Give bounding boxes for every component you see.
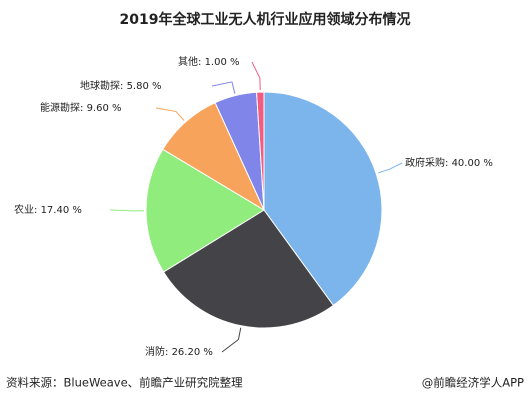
pie-slice bbox=[145, 148, 265, 273]
category-label: 农业 bbox=[14, 203, 34, 216]
data-label: 政府采购: 40.00 % bbox=[405, 156, 493, 169]
label-separator: : bbox=[80, 103, 87, 114]
leader-line bbox=[109, 209, 145, 212]
credit: @前瞻经济学人APP bbox=[422, 376, 524, 390]
leader-line bbox=[155, 107, 185, 121]
data-label: 地球勘探: 5.80 % bbox=[80, 79, 162, 92]
label-separator: : bbox=[198, 57, 205, 68]
leader-line bbox=[211, 81, 236, 94]
data-label: 能源勘探: 9.60 % bbox=[40, 101, 122, 114]
value-label: 1.00 % bbox=[205, 57, 240, 68]
value-label: 9.60 % bbox=[87, 103, 122, 114]
category-label: 地球勘探 bbox=[80, 79, 120, 92]
data-label: 其他: 1.00 % bbox=[178, 55, 240, 68]
category-label: 其他 bbox=[178, 55, 198, 68]
leader-line bbox=[377, 162, 403, 174]
pie-slice bbox=[263, 91, 383, 307]
category-label: 政府采购 bbox=[405, 156, 445, 169]
pie-slice bbox=[256, 91, 265, 211]
source: 资料来源：BlueWeave、前瞻产业研究院整理 bbox=[6, 376, 243, 390]
category-label: 消防 bbox=[145, 345, 165, 358]
category-label: 能源勘探 bbox=[40, 101, 80, 114]
label-separator: : bbox=[165, 347, 172, 358]
leader-line bbox=[221, 327, 242, 353]
value-label: 5.80 % bbox=[127, 81, 162, 92]
chart-title: 2019年全球工业无人机行业应用领域分布情况 bbox=[120, 11, 411, 28]
value-label: 17.40 % bbox=[41, 205, 82, 216]
label-separator: : bbox=[34, 205, 41, 216]
pie-slice bbox=[162, 209, 335, 329]
value-label: 26.20 % bbox=[172, 347, 213, 358]
label-separator: : bbox=[120, 81, 127, 92]
value-label: 40.00 % bbox=[452, 158, 493, 169]
label-separator: : bbox=[445, 158, 452, 169]
data-label: 消防: 26.20 % bbox=[145, 345, 213, 358]
data-label: 农业: 17.40 % bbox=[14, 203, 82, 216]
leader-line bbox=[251, 61, 261, 91]
